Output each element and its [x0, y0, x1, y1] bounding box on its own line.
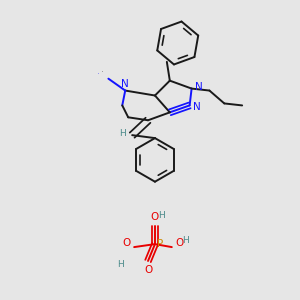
- Text: H: H: [119, 129, 126, 138]
- Text: N: N: [98, 73, 99, 74]
- Text: O: O: [144, 265, 152, 275]
- Text: N: N: [195, 82, 203, 92]
- Text: N: N: [193, 102, 200, 112]
- Text: O: O: [151, 212, 159, 222]
- Text: H: H: [158, 211, 165, 220]
- Text: N: N: [122, 79, 129, 88]
- Text: H: H: [117, 260, 124, 269]
- Text: P: P: [157, 239, 163, 249]
- Text: CH₃: CH₃: [102, 71, 105, 72]
- Text: H: H: [182, 236, 189, 245]
- Text: O: O: [176, 238, 184, 248]
- Text: O: O: [122, 238, 130, 248]
